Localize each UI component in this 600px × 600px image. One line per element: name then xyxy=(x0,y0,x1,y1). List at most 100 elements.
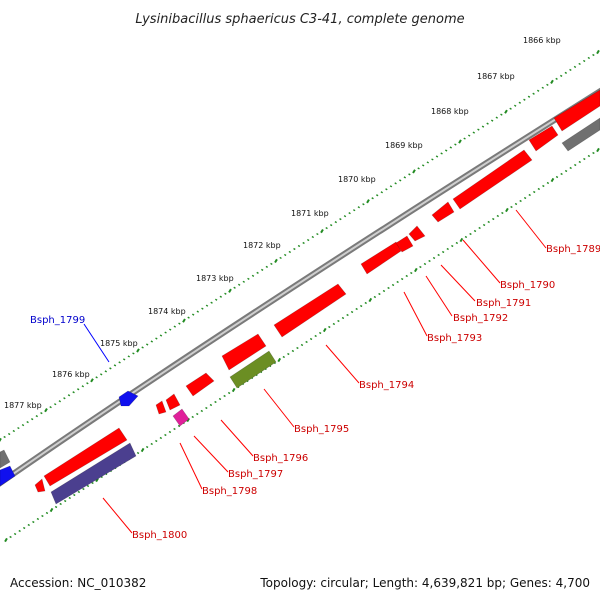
tick-mark xyxy=(564,71,568,75)
gene-feature-1791[interactable] xyxy=(408,225,426,242)
gene-feature-1794-c[interactable] xyxy=(273,283,347,338)
tick-mark xyxy=(410,271,413,275)
tick-mark xyxy=(510,205,513,209)
gene-label-1792[interactable]: Bsph_1792 xyxy=(453,313,508,324)
tick-mark xyxy=(314,334,317,338)
gene-label-1798[interactable]: Bsph_1798 xyxy=(202,486,257,497)
map-title: Lysinibacillus sphaericus C3-41, complet… xyxy=(135,12,464,27)
tick-mark xyxy=(455,241,459,245)
gene-label-1799[interactable]: Bsph_1799 xyxy=(30,315,85,326)
tick-mark xyxy=(408,173,411,176)
gene-label-1800[interactable]: Bsph_1800 xyxy=(132,530,187,541)
tick-mark xyxy=(118,361,121,364)
tick-mark xyxy=(291,349,295,353)
scale-label-1876: 1876 kbp xyxy=(52,370,90,379)
gene-feature-blue-left[interactable] xyxy=(0,465,16,487)
tick-mark xyxy=(569,166,572,170)
gene-label-1794[interactable]: Bsph_1794 xyxy=(359,380,414,391)
tick-mark xyxy=(53,403,57,406)
tick-mark xyxy=(9,535,12,539)
tick-mark xyxy=(109,367,112,370)
gene-feature-1800-a[interactable] xyxy=(43,427,128,487)
gene-label-1795[interactable]: Bsph_1795 xyxy=(294,424,349,435)
tick-mark xyxy=(224,292,227,295)
tick-mark xyxy=(523,98,526,101)
gene-feature-1789-c[interactable] xyxy=(553,89,600,132)
tick-mark xyxy=(578,160,582,164)
gene-label-1790[interactable]: Bsph_1790 xyxy=(500,280,555,291)
tick-mark xyxy=(587,154,591,158)
tick-mark xyxy=(513,104,517,107)
gene-label-1796[interactable]: Bsph_1796 xyxy=(253,453,308,464)
tick-mark xyxy=(210,301,213,304)
tick-mark xyxy=(467,134,471,137)
tick-mark xyxy=(322,327,327,333)
gene-feature-purple-1800[interactable] xyxy=(50,442,137,505)
tick-mark xyxy=(12,429,16,433)
tick-mark xyxy=(366,199,370,204)
tick-mark xyxy=(145,445,149,449)
gene-feature-1800-b[interactable] xyxy=(34,478,46,493)
tick-mark xyxy=(578,62,581,66)
gene-feature-1792[interactable] xyxy=(395,235,414,253)
tick-mark xyxy=(373,295,377,299)
tick-mark xyxy=(155,439,158,443)
tick-mark xyxy=(26,420,29,424)
gene-feature-magenta-1796[interactable] xyxy=(172,408,190,427)
scale-label-1872: 1872 kbp xyxy=(243,241,281,250)
tick-mark xyxy=(150,340,154,343)
tick-mark xyxy=(546,181,550,185)
gene-label-1791[interactable]: Bsph_1791 xyxy=(476,298,531,309)
leader-1798 xyxy=(179,442,203,490)
tick-mark xyxy=(209,403,213,407)
tick-mark xyxy=(339,218,342,221)
tick-mark xyxy=(95,376,98,379)
leader-1794 xyxy=(325,344,360,384)
gene-feature-olive-1795[interactable] xyxy=(229,350,277,389)
gene-feature-grey-top[interactable] xyxy=(0,449,11,469)
tick-mark xyxy=(67,394,71,397)
gene-feature-1798[interactable] xyxy=(155,400,167,415)
tick-mark xyxy=(256,271,259,274)
tick-mark xyxy=(486,122,489,125)
tick-mark xyxy=(492,217,495,221)
gene-feature-1794-a[interactable] xyxy=(185,372,215,397)
tick-mark xyxy=(382,289,386,293)
tick-mark xyxy=(3,435,6,439)
scale-label-1868: 1868 kbp xyxy=(431,107,469,116)
tick-mark xyxy=(140,447,145,453)
gene-feature-1789-b[interactable] xyxy=(528,125,559,152)
tick-mark xyxy=(59,502,62,506)
tick-mark xyxy=(398,179,402,182)
tick-mark xyxy=(100,475,103,479)
gene-feature-grey-right[interactable] xyxy=(561,117,600,152)
tick-mark xyxy=(287,352,290,356)
gene-feature-1789-a[interactable] xyxy=(452,149,533,210)
tick-mark xyxy=(49,406,52,409)
gene-feature-1793[interactable] xyxy=(360,241,402,275)
scale-label-1866: 1866 kbp xyxy=(523,36,561,45)
gene-label-1789[interactable]: Bsph_1789 xyxy=(546,244,600,255)
gene-feature-1797[interactable] xyxy=(165,393,181,411)
tick-mark xyxy=(223,394,226,398)
gene-feature-1794-b[interactable] xyxy=(221,333,267,371)
tick-mark xyxy=(218,397,222,401)
tick-mark xyxy=(227,391,231,395)
gene-feature-blue-1799[interactable] xyxy=(118,390,139,407)
tick-mark xyxy=(7,432,11,436)
tick-mark xyxy=(35,415,39,418)
leader-1797 xyxy=(193,435,229,473)
tick-mark xyxy=(527,95,531,98)
gene-label-1793[interactable]: Bsph_1793 xyxy=(427,333,482,344)
gene-label-1797[interactable]: Bsph_1797 xyxy=(228,469,283,480)
tick-mark xyxy=(40,412,43,415)
tick-mark xyxy=(472,131,476,134)
tick-mark xyxy=(325,226,328,230)
tick-mark xyxy=(459,237,464,243)
tick-mark xyxy=(132,352,135,355)
tick-mark xyxy=(592,151,595,155)
tick-mark xyxy=(260,268,264,271)
gene-feature-1790[interactable] xyxy=(431,201,455,223)
